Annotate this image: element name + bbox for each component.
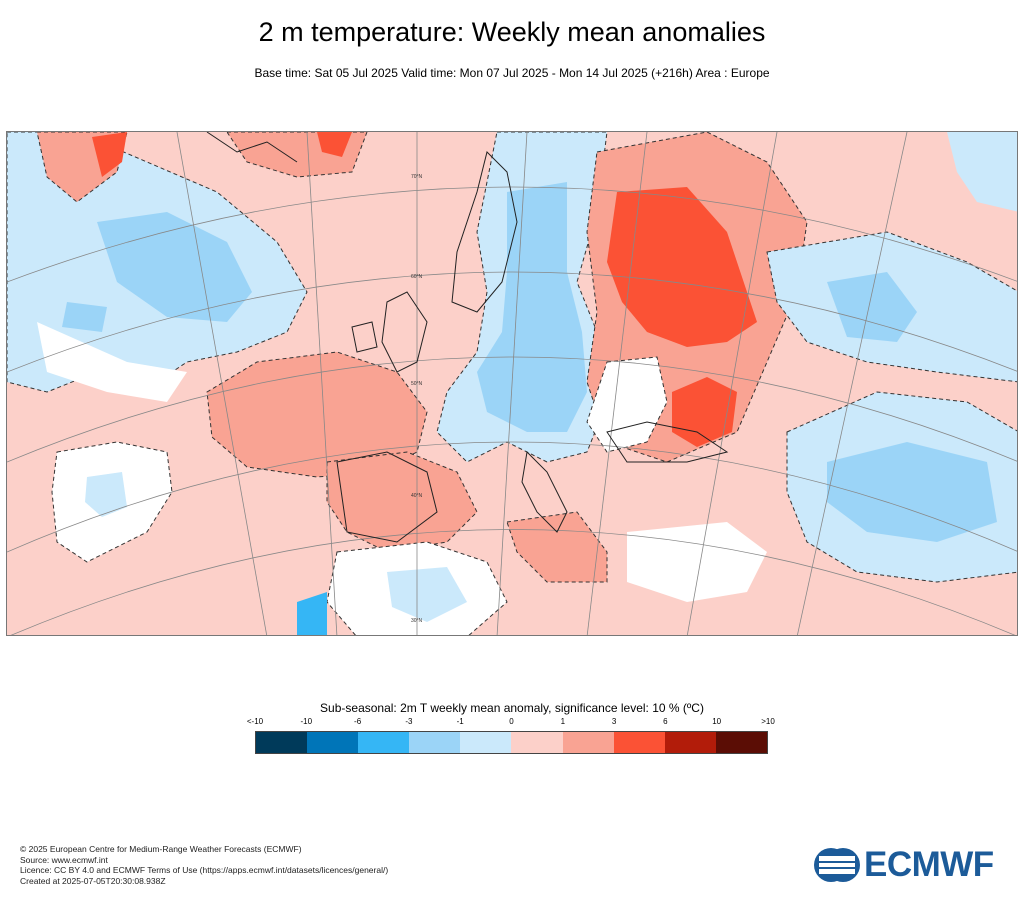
graticule — [7, 132, 1017, 635]
footer-credits: © 2025 European Centre for Medium-Range … — [20, 844, 388, 886]
ecmwf-logo-text: ECMWF — [864, 845, 994, 884]
legend-swatch — [562, 732, 614, 753]
anomaly-region-central-asia-mid-blue — [827, 442, 997, 542]
legend-swatch — [460, 732, 512, 753]
footer-created: Created at 2025-07-05T20:30:08.938Z — [20, 875, 166, 886]
anomaly-map: 70°N 60°N 50°N 40°N 30°N — [6, 131, 1018, 636]
ecmwf-logo-icon — [814, 848, 860, 882]
white-region-turkey — [586, 356, 668, 453]
anomaly-region-north-africa-blue — [387, 567, 467, 622]
legend-ticks: <-10 -10 -6 -3 -1 0 1 3 6 10 >10 — [247, 717, 775, 729]
legend-tick-label: 3 — [611, 717, 617, 726]
chart-subtitle: Base time: Sat 05 Jul 2025 Valid time: M… — [254, 66, 770, 80]
anomaly-region-canary-strong-blue — [297, 592, 327, 635]
anomaly-region-siberia-mid-blue — [827, 272, 917, 342]
anomaly-region-europe-mid-blue — [477, 182, 587, 432]
ecmwf-logo: ECMWF — [813, 845, 1005, 884]
anomaly-region-iberia-red — [326, 451, 478, 553]
anomaly-region-greenland-mid-blue-2 — [62, 302, 107, 332]
legend-tick-label: -3 — [405, 717, 413, 726]
legend-tick-label: 0 — [509, 717, 514, 726]
coastlines — [206, 132, 729, 543]
legend-tick-label: 10 — [712, 717, 722, 726]
white-region-atlantic-north — [37, 322, 187, 402]
legend-tick-label: -1 — [456, 717, 464, 726]
anomaly-region-atlantic-red — [206, 351, 428, 478]
footer-licence: Licence: CC BY 4.0 and ECMWF Terms of Us… — [20, 865, 389, 875]
legend-swatch — [409, 732, 461, 753]
legend-colorbar — [255, 731, 768, 754]
legend-tick-label: 1 — [560, 717, 566, 726]
footer-copyright: © 2025 European Centre for Medium-Range … — [20, 844, 302, 854]
legend-swatch — [664, 732, 716, 753]
chart-title: 2 m temperature: Weekly mean anomalies — [258, 17, 766, 47]
footer-source: Source: www.ecmwf.int — [20, 854, 108, 865]
lat-label-70: 70°N — [411, 174, 423, 180]
legend-tick-label: <-10 — [246, 717, 264, 726]
anomaly-region-arctic-blue-ne — [947, 132, 1017, 212]
white-region-east-med — [627, 522, 767, 602]
anomaly-region-atlantic-blue-patch — [85, 472, 127, 517]
legend-title: Sub-seasonal: 2m T weekly mean anomaly, … — [320, 701, 704, 715]
anomaly-region-russia-strong-red — [607, 187, 757, 347]
lat-label-60: 60°N — [411, 274, 423, 280]
legend-tick-label: -6 — [354, 717, 362, 726]
legend-tick-label: 6 — [663, 717, 668, 726]
legend-swatch — [715, 732, 767, 753]
legend-swatch — [613, 732, 665, 753]
legend-swatch — [256, 732, 308, 753]
anomaly-region-greenland-strong-red — [92, 132, 127, 177]
legend-tick-label: >10 — [761, 717, 775, 726]
lat-label-30: 30°N — [411, 618, 423, 624]
legend-swatch — [307, 732, 359, 753]
legend-tick-label: -10 — [300, 717, 313, 726]
anomaly-region-svalbard-strong-red — [317, 132, 352, 157]
map-canvas: 70°N 60°N 50°N 40°N 30°N — [7, 132, 1017, 635]
lat-label-40: 40°N — [411, 493, 423, 499]
legend-swatch — [358, 732, 410, 753]
legend-swatch — [511, 732, 563, 753]
lat-label-50: 50°N — [411, 381, 423, 387]
anomaly-region-black-sea-strong-red — [672, 377, 737, 447]
